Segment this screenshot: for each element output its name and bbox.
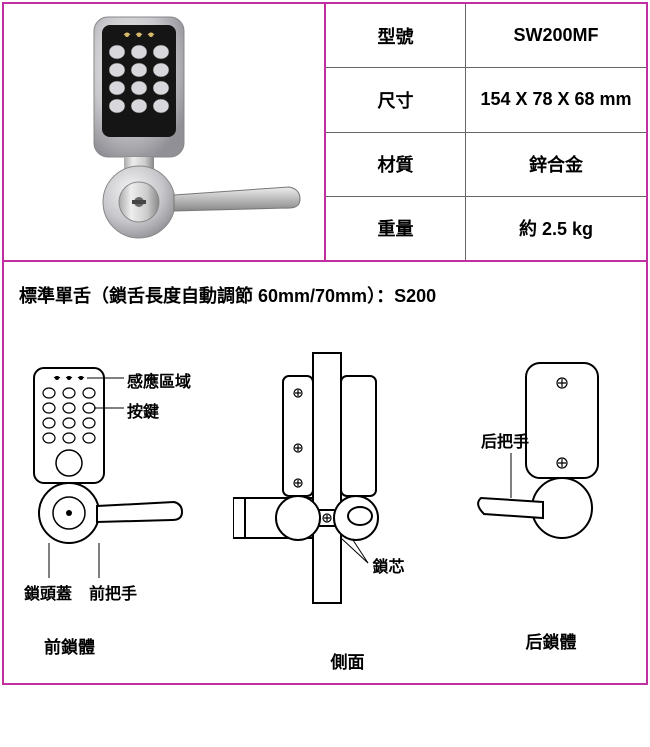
annot-sensor: 感應區域	[127, 368, 191, 392]
bottom-section: 標準單舌（鎖舌長度自動調節 60mm/70mm）：S200	[4, 262, 646, 683]
annot-core: 鎖芯	[373, 553, 405, 577]
spec-label: 尺寸	[326, 68, 466, 131]
spec-label: 重量	[326, 197, 466, 260]
spec-label: 型號	[326, 4, 466, 67]
spec-row: 型號 SW200MF	[326, 4, 646, 68]
spec-value: 154 X 78 X 68 mm	[466, 68, 646, 131]
product-image-cell	[4, 4, 324, 260]
spec-value: 約 2.5 kg	[466, 197, 646, 260]
annot-back-handle: 后把手	[481, 428, 529, 452]
spec-value: SW200MF	[466, 4, 646, 67]
product-lock-illustration	[24, 7, 304, 257]
spec-row: 尺寸 154 X 78 X 68 mm	[326, 68, 646, 132]
back-lock-diagram	[471, 348, 631, 618]
spec-sheet: 型號 SW200MF 尺寸 154 X 78 X 68 mm 材質 鋅合金 重量…	[2, 2, 648, 685]
top-row: 型號 SW200MF 尺寸 154 X 78 X 68 mm 材質 鋅合金 重量…	[4, 4, 646, 262]
diagram-front: 感應區域 按鍵 鎖頭蓋 前把手 前鎖體	[19, 348, 224, 658]
annot-cover: 鎖頭蓋	[24, 580, 72, 604]
caption-front: 前鎖體	[44, 633, 95, 658]
annot-front-handle: 前把手	[89, 580, 137, 604]
spec-row: 重量 約 2.5 kg	[326, 197, 646, 260]
diagram-back: 后把手 后鎖體	[471, 348, 631, 653]
spec-value: 鋅合金	[466, 133, 646, 196]
annot-keys: 按鍵	[127, 398, 159, 422]
spec-label: 材質	[326, 133, 466, 196]
side-lock-diagram	[233, 348, 463, 638]
front-lock-diagram	[19, 348, 224, 608]
diagrams-row: 感應區域 按鍵 鎖頭蓋 前把手 前鎖體	[19, 348, 631, 673]
bottom-title: 標準單舌（鎖舌長度自動調節 60mm/70mm）：S200	[19, 282, 631, 308]
diagram-side: 鎖芯 側面	[233, 348, 463, 673]
caption-side: 側面	[331, 648, 365, 673]
spec-row: 材質 鋅合金	[326, 133, 646, 197]
caption-back: 后鎖體	[526, 628, 577, 653]
spec-table: 型號 SW200MF 尺寸 154 X 78 X 68 mm 材質 鋅合金 重量…	[324, 4, 646, 260]
